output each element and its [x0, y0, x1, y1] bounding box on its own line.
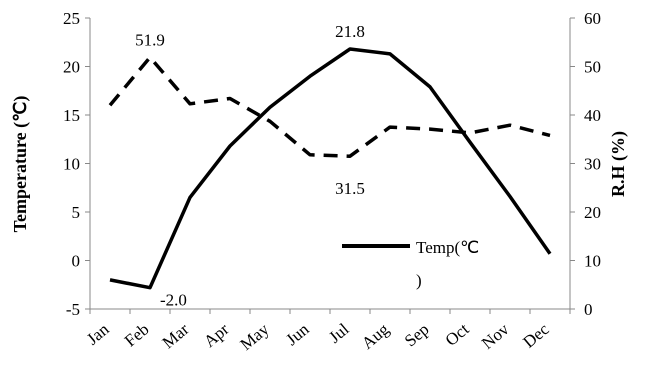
temp-series-line: [109, 47, 552, 290]
x-tick-label: May: [236, 319, 272, 354]
right-tick-label: 60: [584, 9, 601, 28]
y2-axis-title: R.H (%): [608, 131, 629, 197]
x-tick-label: Feb: [121, 320, 153, 351]
data-label: 21.8: [335, 22, 365, 41]
x-tick-label: Dec: [519, 319, 553, 351]
right-tick-label: 30: [584, 155, 601, 174]
x-axis-ticks: Jan Feb Mar Apr May Jun Jul Aug Sep Oct Nov Dec: [83, 309, 571, 354]
legend-label: Temp(℃: [416, 238, 479, 257]
data-labels: 51.9 -2.0 21.8 31.5: [135, 22, 365, 310]
x-tick-label: Jan: [83, 319, 113, 348]
right-tick-label: 10: [584, 252, 601, 271]
right-tick-label: 0: [584, 300, 593, 319]
x-tick-label: Jul: [325, 319, 353, 346]
data-label: -2.0: [160, 291, 187, 310]
series-layer: [108, 47, 552, 290]
data-label: 51.9: [135, 30, 165, 49]
left-tick-label: 10: [63, 155, 80, 174]
y-axis-title: Temperature (℃): [10, 96, 31, 233]
left-tick-label: 25: [63, 9, 80, 28]
left-tick-label: -5: [66, 300, 80, 319]
right-axis-ticks: 0 10 20 30 40 50 60: [570, 9, 601, 319]
x-tick-label: Oct: [442, 319, 473, 350]
legend: Temp(℃ ): [342, 238, 479, 290]
right-tick-label: 20: [584, 203, 601, 222]
legend-label-wrap: ): [416, 271, 422, 290]
x-tick-label: Apr: [200, 319, 233, 351]
x-tick-label: Aug: [358, 319, 393, 353]
right-tick-label: 50: [584, 58, 601, 77]
x-tick-label: Sep: [401, 320, 433, 351]
x-tick-label: Nov: [478, 319, 513, 353]
data-label: 31.5: [335, 179, 365, 198]
left-axis-ticks: -5 0 5 10 15 20 25: [63, 9, 90, 319]
left-tick-label: 15: [63, 106, 80, 125]
rh-series-line: [108, 55, 551, 158]
x-tick-label: Mar: [159, 319, 193, 352]
left-tick-label: 20: [63, 58, 80, 77]
x-tick-label: Jun: [282, 319, 313, 349]
right-tick-label: 40: [584, 106, 601, 125]
left-tick-label: 0: [72, 252, 81, 271]
left-tick-label: 5: [72, 203, 81, 222]
